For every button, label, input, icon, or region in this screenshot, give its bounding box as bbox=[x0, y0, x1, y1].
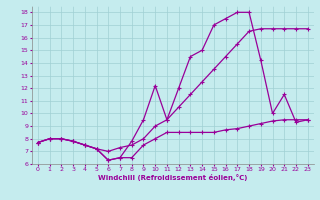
X-axis label: Windchill (Refroidissement éolien,°C): Windchill (Refroidissement éolien,°C) bbox=[98, 174, 247, 181]
